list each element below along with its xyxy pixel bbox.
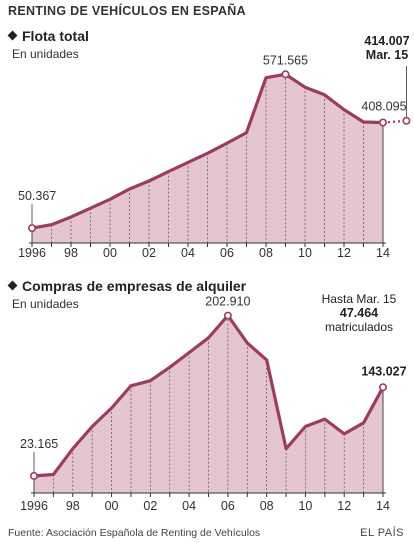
chart2-area: [34, 315, 383, 493]
chart2-peak-point: [223, 311, 232, 320]
chart1-tick-label: 12: [337, 246, 351, 260]
chart2-tick-label: 10: [298, 499, 312, 513]
chart2-peak-label: 202.910: [205, 295, 250, 309]
chart2-first-point: [29, 471, 38, 480]
chart1-extension-annotation: 414.007 Mar. 15: [360, 34, 414, 62]
chart2-last-point: [378, 383, 387, 392]
chart2-last-label: 143.027: [361, 364, 406, 378]
chart1-subtitle: En unidades: [12, 47, 79, 61]
chart2-note-line1: Hasta Mar. 15: [321, 292, 397, 306]
chart2-note-line2: 47.464: [339, 306, 379, 320]
chart1-tick-label: 08: [259, 246, 273, 260]
chart2-tick-label: 00: [105, 499, 119, 513]
chart1-tick-label: 06: [220, 246, 234, 260]
main-title: RENTING DE VEHÍCULOS EN ESPAÑA: [8, 4, 246, 18]
chart2-tick-label: 02: [143, 499, 157, 513]
chart2-note: Hasta Mar. 15 47.464 matriculados: [318, 292, 400, 334]
chart1-tick-label: 10: [298, 246, 312, 260]
chart1-tick-label: 98: [64, 246, 78, 260]
brand-logo: EL PAÍS: [360, 527, 404, 539]
chart1-last-point: [378, 118, 387, 127]
chart1-extension-point: [402, 116, 411, 125]
chart1-peak-label: 571.565: [263, 53, 308, 67]
chart2-tick-label: 14: [376, 499, 390, 513]
chart1-series-line: [30, 72, 385, 230]
chart1-title: Flota total: [7, 28, 89, 44]
chart2-tick-label: 1996: [20, 499, 48, 513]
chart1-extension-date: Mar. 15: [365, 48, 409, 62]
chart1-peak-point: [281, 70, 290, 79]
chart2-tick-label: 06: [221, 499, 235, 513]
chart1-tick-label: 1996: [18, 246, 46, 260]
chart1-last-label: 408.095: [361, 100, 406, 114]
chart1-extension-value: 414.007: [364, 34, 410, 48]
chart2-tick-label: 04: [182, 499, 196, 513]
source-note: Fuente: Asociación Española de Renting d…: [8, 527, 261, 539]
chart1-first-label: 50.367: [18, 189, 56, 203]
chart2-tick-label: 98: [66, 499, 80, 513]
chart2-subtitle: En unidades: [12, 297, 79, 311]
chart2-series-line: [32, 314, 385, 478]
chart2-note-line3: matriculados: [324, 320, 394, 334]
chart1-first-point: [27, 224, 36, 233]
chart2-title: Compras de empresas de alquiler: [7, 278, 246, 294]
chart1-tick-label: 00: [103, 246, 117, 260]
chart2-tick-label: 12: [337, 499, 351, 513]
chart2-first-label: 23.165: [20, 437, 58, 451]
chart1-tick-label: 14: [376, 246, 390, 260]
chart1-tick-label: 04: [181, 246, 195, 260]
chart1-tick-label: 02: [142, 246, 156, 260]
chart1-extension-line: [382, 119, 407, 124]
chart2-tick-label: 08: [260, 499, 274, 513]
